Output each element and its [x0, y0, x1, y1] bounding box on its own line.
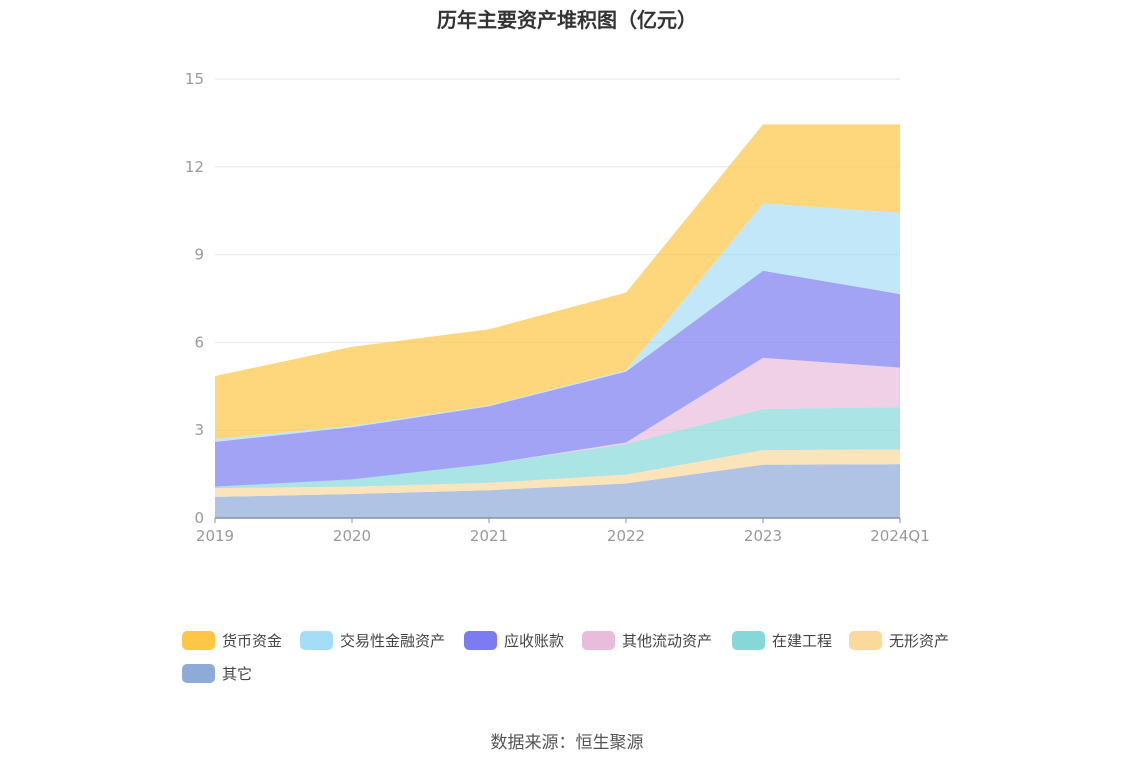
legend-swatch — [732, 631, 765, 650]
legend-item[interactable]: 货币资金 — [182, 630, 282, 651]
legend-swatch — [582, 631, 615, 650]
y-tick-label: 0 — [194, 509, 204, 527]
legend-swatch — [464, 631, 497, 650]
y-tick-label: 3 — [194, 421, 204, 439]
legend-item[interactable]: 应收账款 — [464, 630, 564, 651]
legend-swatch — [849, 631, 882, 650]
area-series — [215, 124, 900, 518]
legend-item[interactable]: 其它 — [182, 663, 252, 684]
x-tick-label: 2024Q1 — [870, 527, 930, 545]
chart-title: 历年主要资产堆积图（亿元） — [437, 8, 697, 32]
y-tick-label: 15 — [185, 70, 204, 88]
y-tick-label: 12 — [185, 158, 204, 176]
area-6[interactable] — [215, 124, 900, 439]
area-2[interactable] — [215, 407, 900, 489]
area-0[interactable] — [215, 464, 900, 518]
axes: 0 3 6 9 12 15 2019 2020 2021 2022 2023 2024Q1 — [185, 70, 930, 545]
legend-label: 交易性金融资产 — [340, 632, 446, 650]
legend-label: 无形资产 — [889, 632, 950, 650]
area-5[interactable] — [215, 203, 900, 442]
x-tick-label: 2023 — [744, 527, 782, 545]
legend-swatch — [182, 631, 215, 650]
area-4[interactable] — [215, 270, 900, 487]
x-tick-label: 2020 — [333, 527, 371, 545]
area-1[interactable] — [215, 449, 900, 497]
legend-item[interactable]: 交易性金融资产 — [300, 630, 445, 651]
legend-label: 其它 — [222, 665, 253, 683]
legend-label: 应收账款 — [504, 632, 565, 650]
legend-item[interactable]: 其他流动资产 — [582, 630, 712, 651]
legend-swatch — [300, 631, 333, 650]
x-tick-label: 2021 — [470, 527, 508, 545]
y-tick-label: 9 — [194, 246, 204, 264]
x-tick-label: 2019 — [196, 527, 234, 545]
area-3[interactable] — [215, 357, 900, 487]
legend-label: 货币资金 — [222, 632, 283, 650]
y-tick-label: 6 — [194, 333, 204, 351]
legend-label: 在建工程 — [772, 632, 833, 650]
source-note: 数据来源：恒生聚源 — [490, 733, 644, 753]
legend-swatch — [182, 664, 215, 683]
legend-item[interactable]: 无形资产 — [849, 630, 949, 651]
legend-label: 其他流动资产 — [622, 632, 713, 650]
legend-item[interactable]: 在建工程 — [732, 630, 832, 651]
x-tick-label: 2022 — [607, 527, 645, 545]
